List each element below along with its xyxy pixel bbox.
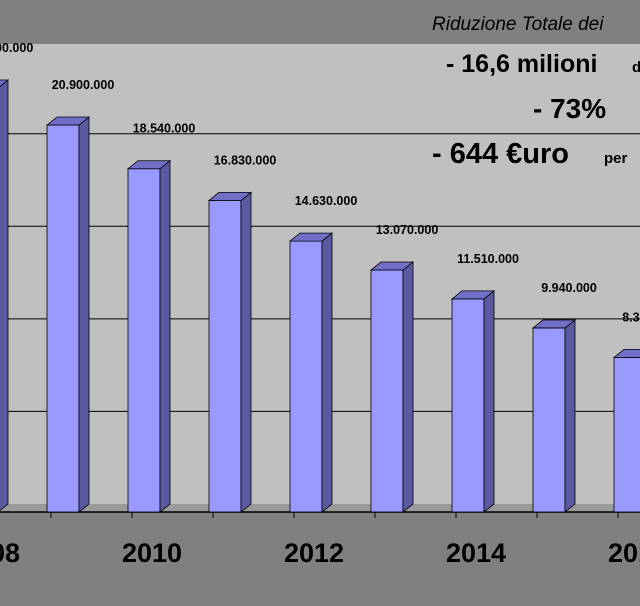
bar-2013: [369, 261, 415, 513]
bar-front: [370, 269, 404, 513]
bar-top: [531, 319, 577, 329]
bar-side: [321, 232, 333, 513]
reduction-millions-suffix: di: [632, 59, 640, 76]
x-tick-label-2008: 2008: [0, 538, 20, 568]
bar-2015: [531, 319, 577, 513]
x-axis-ticks: [50, 512, 619, 518]
bar-2009: [45, 116, 91, 513]
data-label-2011: 16.830.000: [214, 153, 277, 167]
bar-side: [78, 116, 90, 513]
bar-top: [288, 232, 334, 242]
reduction-millions-text: - 16,6 milioni: [446, 50, 597, 78]
bar-side: [0, 79, 9, 511]
bar-2008: [0, 79, 10, 511]
bar-side: [402, 261, 414, 513]
bar-top: [126, 160, 172, 170]
x-tick-labels: 2008 2010 2012 2014 2016: [0, 538, 640, 568]
bar-front: [46, 124, 80, 513]
data-label-2009: 20.900.000: [52, 78, 115, 92]
data-label-2014: 11.510.000: [457, 252, 519, 266]
data-label-2013: 13.070.000: [376, 223, 439, 237]
reduction-percent-text: - 73%: [533, 93, 606, 124]
data-label-2016: 8.350.000: [622, 310, 640, 324]
bar-top: [450, 290, 496, 300]
bars: [0, 79, 640, 513]
bar-side: [564, 319, 576, 513]
bar-front: [613, 356, 640, 513]
x-tick-label-2016: 2016: [608, 538, 640, 568]
bar-top: [612, 348, 640, 358]
x-tick-label-2010: 2010: [122, 538, 182, 568]
bar-side: [240, 191, 252, 513]
bar-front: [127, 168, 161, 513]
data-label-2008: 22.900.000: [0, 41, 33, 55]
data-label-2010: 18.540.000: [133, 122, 196, 136]
bar-2010: [126, 159, 172, 513]
bar-top: [0, 79, 10, 87]
bar-top: [369, 261, 415, 271]
data-label-2015: 9.940.000: [541, 281, 597, 295]
bar-2014: [450, 290, 496, 513]
reduction-euro-suffix: per: [604, 150, 628, 167]
bar-2011: [207, 191, 253, 513]
bar-side: [159, 159, 171, 513]
data-labels: 22.900.000 20.900.000 18.540.000 16.830.000…: [0, 41, 640, 324]
bar-top: [45, 116, 91, 126]
chart-title: Riduzione Totale dei: [432, 14, 604, 35]
bar-front: [532, 327, 566, 513]
bar-2012: [288, 232, 334, 513]
headline-annotations: Riduzione Totale dei - 16,6 milioni di -…: [432, 14, 640, 170]
bar-2016: [612, 348, 640, 513]
x-tick-label-2012: 2012: [284, 538, 344, 568]
bar-top: [207, 191, 253, 201]
bar-front: [289, 240, 323, 513]
data-label-2012: 14.630.000: [295, 194, 358, 208]
bar-front: [208, 199, 242, 513]
bar-front: [451, 298, 485, 513]
bar-side: [483, 290, 495, 513]
x-tick-label-2014: 2014: [446, 538, 506, 568]
reduction-euro-text: - 644 €uro: [432, 138, 569, 170]
